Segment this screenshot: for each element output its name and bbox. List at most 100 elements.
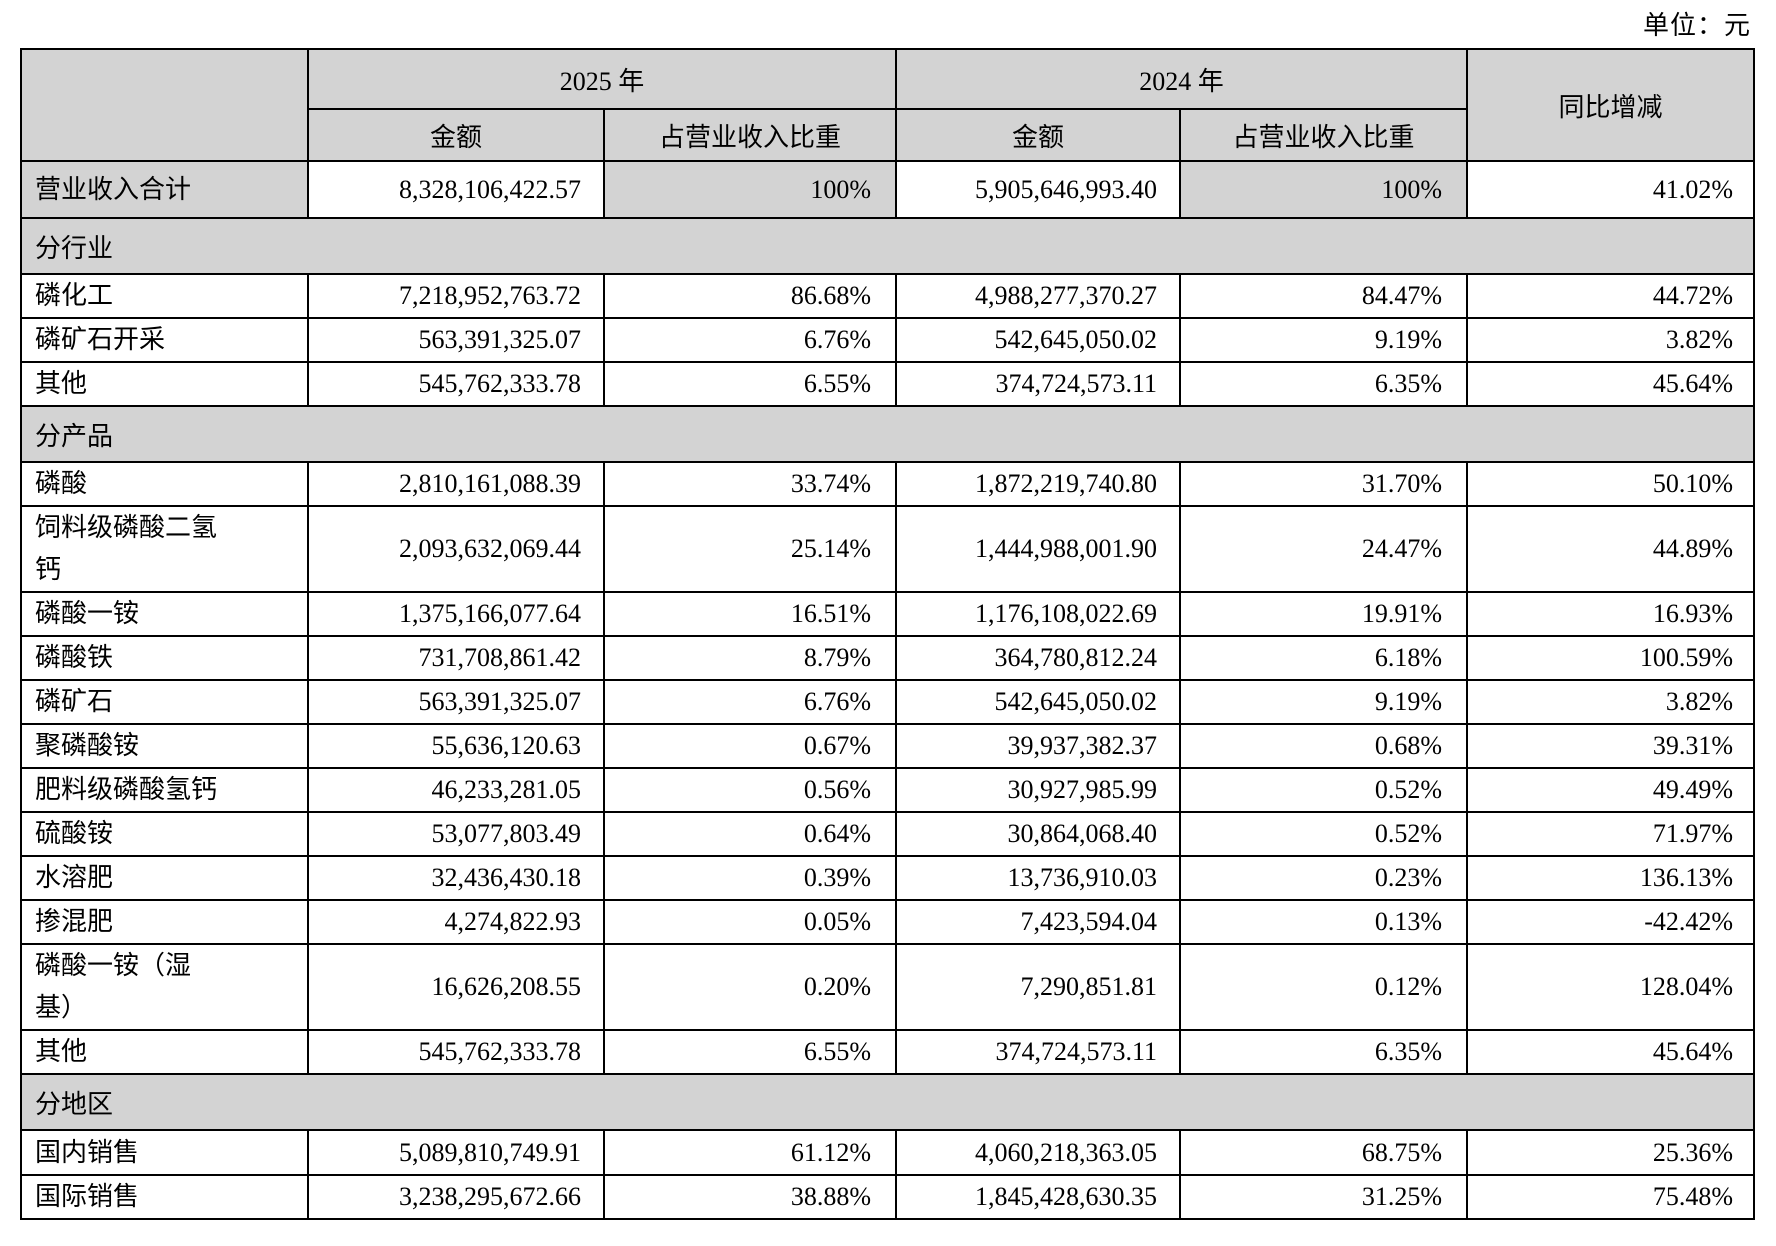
year-2025-header: 2025 年 [306, 48, 898, 110]
row-label: 磷酸一铵 [20, 591, 309, 637]
pct-2024-cell: 0.13% [1179, 899, 1469, 945]
row-label: 水溶肥 [20, 855, 309, 901]
section-title: 分地区 [19, 1073, 1756, 1131]
unit-label: 单位：元 [1642, 11, 1751, 40]
amount-2025-cell: 4,274,822.93 [307, 899, 605, 945]
row-label: 其他 [20, 361, 309, 407]
table-row: 饲料级磷酸二氢钙 2,093,632,069.44 25.14% 1,444,9… [20, 505, 1756, 593]
pct-2024-cell: 9.19% [1179, 679, 1469, 725]
pct-2024-cell: 31.70% [1179, 461, 1469, 507]
pct-2024-cell: 6.35% [1179, 1029, 1469, 1075]
table-row: 其他 545,762,333.78 6.55% 374,724,573.11 6… [20, 361, 1756, 407]
row-label: 肥料级磷酸氢钙 [20, 767, 309, 813]
amount-2024-header: 金额 [895, 108, 1182, 162]
section-header-row: 分行业 [19, 217, 1756, 275]
amount-2025-cell: 7,218,952,763.72 [307, 273, 605, 319]
table-row: 磷酸一铵 1,375,166,077.64 16.51% 1,176,108,0… [20, 591, 1756, 637]
amount-2024-cell: 1,176,108,022.69 [895, 591, 1182, 637]
pct-2025-cell: 6.76% [602, 317, 898, 363]
table-row: 硫酸铵 53,077,803.49 0.64% 30,864,068.40 0.… [20, 811, 1756, 857]
yoy-cell: 16.93% [1466, 591, 1756, 637]
amount-2024-cell: 13,736,910.03 [895, 855, 1182, 901]
row-label: 磷酸铁 [20, 635, 309, 681]
pct-2025-cell: 0.56% [602, 767, 898, 813]
yoy-cell: 41.02% [1466, 160, 1756, 219]
yoy-cell: 39.31% [1466, 723, 1756, 769]
amount-2025-cell: 731,708,861.42 [307, 635, 605, 681]
total-revenue-row: 营业收入合计 8,328,106,422.57 100% 5,905,646,9… [20, 160, 1756, 219]
yoy-cell: 25.36% [1466, 1129, 1756, 1176]
amount-2024-cell: 30,927,985.99 [895, 767, 1182, 813]
amount-2024-cell: 30,864,068.40 [895, 811, 1182, 857]
pct-2024-cell: 6.35% [1179, 361, 1469, 407]
yoy-cell: 45.64% [1466, 1029, 1756, 1075]
row-label: 磷酸 [20, 461, 309, 507]
row-label: 饲料级磷酸二氢钙 [20, 505, 309, 593]
amount-2025-cell: 46,233,281.05 [307, 767, 605, 813]
row-label: 营业收入合计 [20, 160, 309, 219]
pct-2024-cell: 0.52% [1179, 767, 1469, 813]
table-row: 磷酸 2,810,161,088.39 33.74% 1,872,219,740… [20, 461, 1756, 507]
amount-2025-cell: 53,077,803.49 [307, 811, 605, 857]
pct-2025-header: 占营业收入比重 [602, 108, 898, 162]
amount-2025-cell: 2,093,632,069.44 [307, 505, 605, 593]
amount-2025-cell: 32,436,430.18 [307, 855, 605, 901]
amount-2024-cell: 4,060,218,363.05 [895, 1129, 1182, 1176]
pct-2024-cell: 0.52% [1179, 811, 1469, 857]
table-row: 聚磷酸铵 55,636,120.63 0.67% 39,937,382.37 0… [20, 723, 1756, 769]
amount-2025-cell: 8,328,106,422.57 [307, 160, 605, 219]
row-label: 硫酸铵 [20, 811, 309, 857]
pct-2025-cell: 61.12% [602, 1129, 898, 1176]
pct-2025-cell: 0.67% [602, 723, 898, 769]
yoy-cell: 128.04% [1466, 943, 1756, 1031]
pct-2025-cell: 6.55% [602, 361, 898, 407]
pct-2025-cell: 8.79% [602, 635, 898, 681]
row-label: 其他 [20, 1029, 309, 1075]
yoy-cell: 3.82% [1466, 317, 1756, 363]
amount-2024-cell: 7,290,851.81 [895, 943, 1182, 1031]
row-label: 磷矿石 [20, 679, 309, 725]
yoy-cell: 49.49% [1466, 767, 1756, 813]
row-label: 国际销售 [20, 1174, 309, 1220]
amount-2024-cell: 542,645,050.02 [895, 679, 1182, 725]
section-header-row: 分地区 [19, 1073, 1756, 1131]
amount-2024-cell: 39,937,382.37 [895, 723, 1182, 769]
row-label: 磷化工 [20, 273, 309, 319]
table-row: 掺混肥 4,274,822.93 0.05% 7,423,594.04 0.13… [20, 899, 1756, 945]
table-row: 国际销售 3,238,295,672.66 38.88% 1,845,428,6… [20, 1174, 1756, 1220]
yoy-cell: 71.97% [1466, 811, 1756, 857]
amount-2025-cell: 3,238,295,672.66 [307, 1174, 605, 1220]
amount-2024-cell: 1,845,428,630.35 [895, 1174, 1182, 1220]
pct-2024-cell: 6.18% [1179, 635, 1469, 681]
table-row: 磷酸铁 731,708,861.42 8.79% 364,780,812.24 … [20, 635, 1756, 681]
pct-2024-cell: 9.19% [1179, 317, 1469, 363]
amount-2024-cell: 364,780,812.24 [895, 635, 1182, 681]
pct-2024-cell: 100% [1179, 160, 1469, 219]
table-row: 水溶肥 32,436,430.18 0.39% 13,736,910.03 0.… [20, 855, 1756, 901]
amount-2025-cell: 2,810,161,088.39 [307, 461, 605, 507]
header-row-measures: 金额 占营业收入比重 金额 占营业收入比重 [21, 108, 1754, 162]
pct-2025-cell: 0.64% [602, 811, 898, 857]
amount-2025-cell: 545,762,333.78 [307, 1029, 605, 1075]
amount-2025-cell: 16,626,208.55 [307, 943, 605, 1031]
table-row: 其他 545,762,333.78 6.55% 374,724,573.11 6… [20, 1029, 1756, 1075]
pct-2024-cell: 31.25% [1179, 1174, 1469, 1220]
pct-2025-cell: 25.14% [602, 505, 898, 593]
yoy-cell: 44.72% [1466, 273, 1756, 319]
pct-2025-cell: 100% [602, 160, 898, 219]
corner-cell [20, 48, 309, 162]
amount-2025-cell: 5,089,810,749.91 [307, 1129, 605, 1176]
yoy-cell: 50.10% [1466, 461, 1756, 507]
amount-2025-cell: 563,391,325.07 [307, 317, 605, 363]
pct-2025-cell: 0.20% [602, 943, 898, 1031]
table-row: 磷酸一铵（湿基） 16,626,208.55 0.20% 7,290,851.8… [20, 943, 1756, 1031]
row-label: 聚磷酸铵 [20, 723, 309, 769]
yoy-cell: 136.13% [1466, 855, 1756, 901]
amount-2025-cell: 545,762,333.78 [307, 361, 605, 407]
pct-2025-cell: 0.39% [602, 855, 898, 901]
pct-2024-cell: 0.12% [1179, 943, 1469, 1031]
revenue-breakdown-table: 2025 年 2024 年 同比增减 金额 占营业收入比重 金额 占营业收入比重… [19, 48, 1756, 1220]
pct-2024-cell: 84.47% [1179, 273, 1469, 319]
pct-2024-cell: 24.47% [1179, 505, 1469, 593]
yoy-cell: 3.82% [1466, 679, 1756, 725]
